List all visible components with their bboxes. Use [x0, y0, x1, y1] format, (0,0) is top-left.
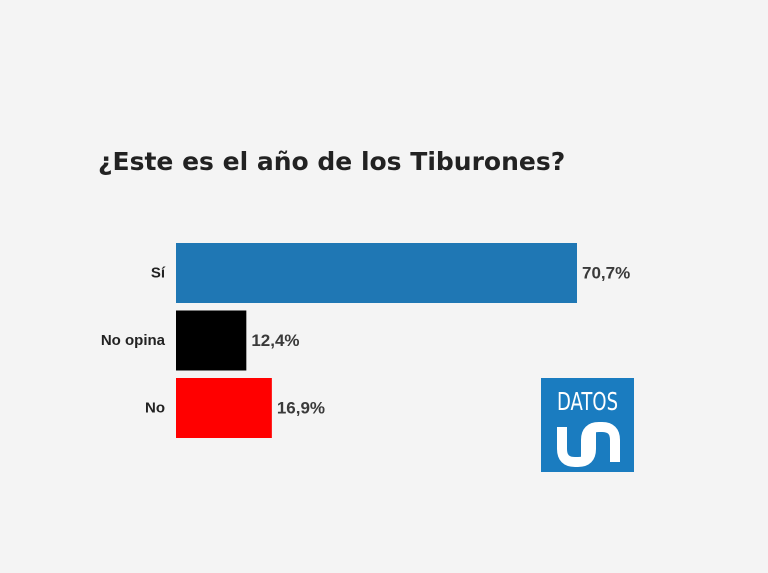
- category-label-si: Sí: [151, 265, 166, 282]
- datos-un-logo: DATOS: [541, 378, 634, 472]
- bar-si: [176, 243, 577, 303]
- category-label-no: No: [145, 400, 165, 417]
- bar-no-opina: [176, 310, 247, 371]
- value-label-no: 16,9%: [277, 399, 325, 418]
- value-label-no-opina: 12,4%: [251, 331, 299, 350]
- value-label-si: 70,7%: [582, 264, 630, 283]
- chart-title: ¿Este es el año de los Tiburones?: [98, 147, 566, 176]
- logo-wordmark: DATOS: [556, 387, 619, 416]
- category-label-no-opina: No opina: [101, 332, 166, 349]
- logo-un-mark: [557, 422, 620, 467]
- bar-no: [176, 378, 272, 438]
